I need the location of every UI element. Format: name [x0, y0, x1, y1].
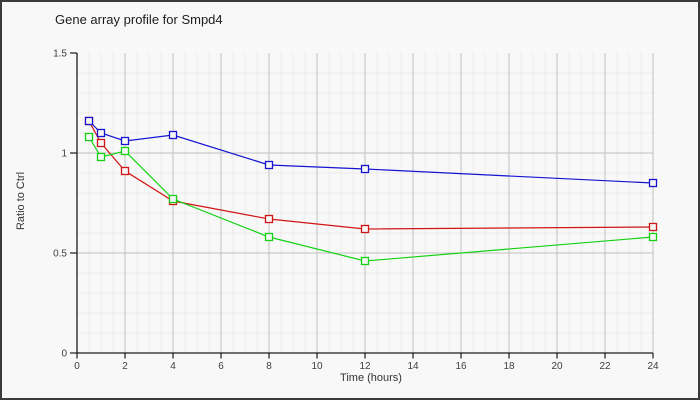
y-tick-label: 0	[61, 349, 67, 360]
x-tick-label: 20	[551, 361, 563, 372]
x-tick-label: 2	[122, 361, 128, 372]
chart-title: Gene array profile for Smpd4	[55, 12, 223, 27]
data-point-marker-red	[648, 222, 658, 232]
data-point-marker-green	[120, 146, 130, 156]
data-point-marker-blue	[360, 164, 370, 174]
x-tick-label: 10	[311, 361, 323, 372]
data-point-marker-red	[360, 224, 370, 234]
data-point-marker-blue	[648, 178, 658, 188]
y-tick-label: 0.5	[53, 249, 67, 260]
data-point-marker-red	[96, 138, 106, 148]
x-tick-label: 4	[170, 361, 176, 372]
x-tick-label: 18	[503, 361, 515, 372]
data-point-marker-red	[120, 166, 130, 176]
x-axis-title: Time (hours)	[340, 372, 402, 384]
data-point-marker-blue	[264, 160, 274, 170]
data-point-marker-green	[84, 132, 94, 142]
data-point-marker-blue	[96, 128, 106, 138]
data-point-marker-blue	[84, 116, 94, 126]
x-tick-label: 24	[647, 361, 659, 372]
x-tick-label: 8	[266, 361, 272, 372]
data-point-marker-green	[648, 232, 658, 242]
series-line-blue	[88, 120, 654, 184]
data-point-marker-green	[96, 152, 106, 162]
x-tick-label: 14	[407, 361, 419, 372]
data-point-marker-green	[360, 256, 370, 266]
x-tick-label: 0	[74, 361, 80, 372]
x-tick-label: 16	[455, 361, 467, 372]
data-point-marker-green	[168, 194, 178, 204]
data-point-marker-blue	[120, 136, 130, 146]
y-tick-label: 1	[61, 149, 67, 160]
data-point-marker-green	[264, 232, 274, 242]
y-axis-title: Ratio to Ctrl	[15, 171, 27, 231]
y-tick-label: 1.5	[53, 49, 67, 60]
x-tick-label: 6	[218, 361, 224, 372]
x-tick-label: 22	[599, 361, 611, 372]
data-point-marker-blue	[168, 130, 178, 140]
data-point-marker-red	[264, 214, 274, 224]
x-tick-label: 12	[359, 361, 371, 372]
